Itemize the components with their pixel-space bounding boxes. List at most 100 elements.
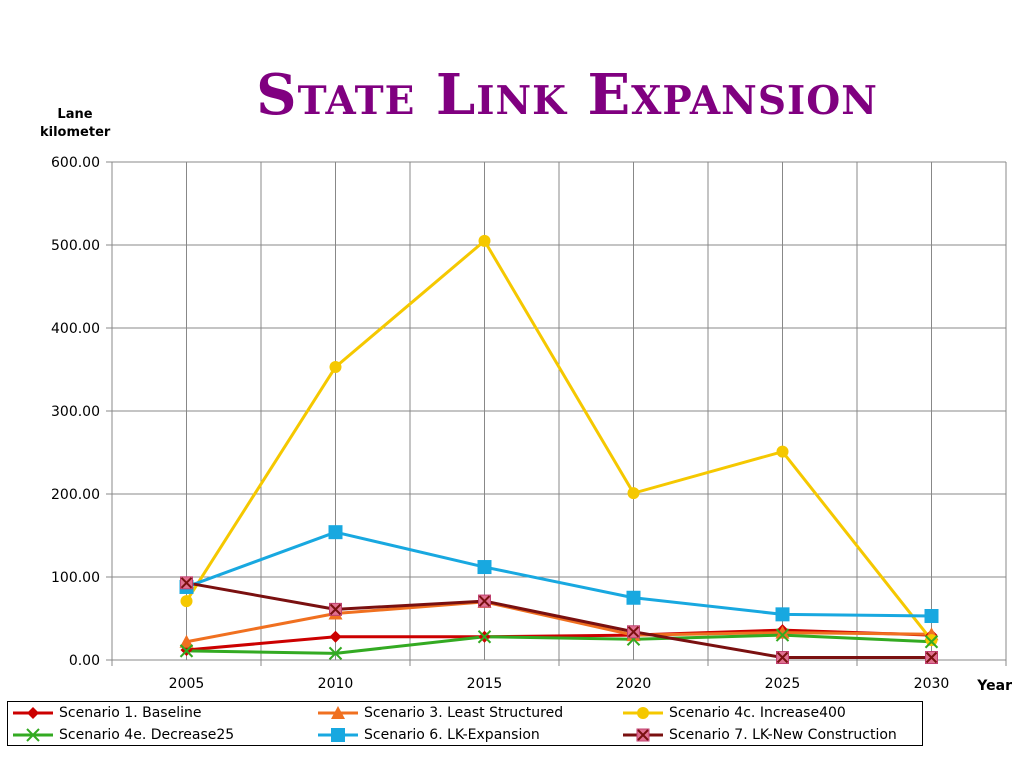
legend-swatch	[13, 728, 53, 742]
data-point	[478, 234, 491, 247]
x-tick-label: 2025	[765, 676, 801, 692]
line-chart: 0.00 100.00 200.00 300.00 400.00 500.00 600.00…	[51, 155, 1012, 694]
x-tick-label: 2005	[169, 676, 205, 692]
marker-shape	[627, 626, 640, 638]
data-point	[328, 646, 343, 661]
series-group	[179, 234, 939, 665]
x-tick-label: 2015	[467, 676, 503, 692]
y-tick-label: 300.00	[51, 404, 100, 420]
marker-shape	[329, 361, 342, 374]
y-tick-label: 0.00	[69, 653, 100, 669]
axes	[106, 161, 1007, 666]
chart-title: State Link Expansion	[256, 62, 878, 128]
y-tick-label: 600.00	[51, 155, 100, 171]
data-point	[925, 651, 938, 665]
legend-swatch	[13, 707, 53, 719]
data-point	[477, 630, 492, 644]
series-line-2	[186, 600, 932, 644]
data-point	[329, 602, 342, 616]
legend-marker	[636, 728, 650, 742]
data-point	[626, 590, 641, 605]
marker-shape	[775, 607, 790, 622]
legend-swatch	[318, 706, 358, 719]
legend-item: Scenario 6. LK-Expansion	[318, 724, 540, 746]
legend-label: Scenario 4c. Increase400	[669, 705, 846, 721]
marker-shape	[776, 651, 789, 664]
data-point	[328, 525, 343, 540]
marker-shape	[328, 646, 343, 661]
marker-shape	[27, 707, 39, 719]
series-line-5	[185, 530, 932, 618]
tick-labels: 0.00 100.00 200.00 300.00 400.00 500.00 600.00…	[51, 155, 1012, 694]
data-point	[179, 634, 194, 648]
data-point	[775, 607, 790, 622]
marker-shape	[924, 609, 939, 624]
data-point	[924, 609, 939, 624]
data-point	[775, 628, 790, 642]
legend-label: Scenario 6. LK-Expansion	[364, 727, 540, 743]
marker-shape	[924, 635, 939, 649]
x-axis-label: Year	[976, 678, 1012, 694]
legend-label: Scenario 7. LK-New Construction	[669, 727, 897, 743]
data-point	[627, 625, 640, 639]
marker-shape	[637, 729, 649, 741]
legend-item: Scenario 3. Least Structured	[318, 702, 563, 724]
legend-swatch	[623, 707, 663, 719]
data-point	[924, 635, 939, 649]
marker-shape	[925, 634, 938, 647]
marker-shape	[179, 644, 194, 658]
marker-shape	[331, 706, 345, 719]
data-point	[329, 630, 342, 643]
data-point	[776, 445, 789, 458]
marker-shape	[478, 595, 491, 607]
data-point	[627, 487, 640, 500]
y-axis-label: Lane kilometer	[40, 107, 111, 140]
data-point	[179, 644, 194, 658]
marker-shape	[775, 628, 790, 642]
data-point	[329, 361, 342, 374]
legend-marker	[331, 706, 345, 719]
legend-swatch	[318, 728, 358, 742]
data-point	[180, 576, 193, 590]
marker-shape	[328, 525, 343, 540]
x-tick-label: 2020	[616, 676, 652, 692]
legend-item: Scenario 4e. Decrease25	[13, 724, 234, 746]
legend-marker	[331, 728, 345, 742]
y-tick-label: 500.00	[51, 238, 100, 254]
legend-swatch	[623, 728, 663, 742]
legend-label: Scenario 4e. Decrease25	[59, 727, 235, 743]
legend-label: Scenario 1. Baseline	[59, 705, 202, 721]
data-point	[775, 625, 790, 639]
marker-shape	[179, 634, 194, 648]
x-tick-label: 2030	[914, 676, 950, 692]
legend: Scenario 1. Baseline Scenario 3. Least St…	[7, 701, 923, 746]
marker-shape	[26, 728, 40, 742]
series-line-3	[185, 239, 933, 642]
marker-shape	[626, 590, 641, 605]
data-point	[925, 634, 938, 647]
marker-shape	[637, 707, 649, 719]
marker-shape	[180, 577, 193, 589]
marker-shape	[627, 487, 640, 500]
legend-item: Scenario 4c. Increase400	[623, 702, 846, 724]
marker-shape	[329, 603, 342, 616]
y-tick-label: 100.00	[51, 570, 100, 586]
grid	[111, 161, 1007, 661]
legend-item: Scenario 1. Baseline	[13, 702, 201, 724]
legend-marker	[637, 707, 649, 719]
data-point	[477, 560, 492, 575]
series-line-1	[186, 628, 932, 652]
data-point	[776, 651, 789, 665]
legend-marker	[27, 707, 39, 719]
legend-item: Scenario 7. LK-New Construction	[623, 724, 897, 746]
data-point	[180, 595, 193, 608]
marker-shape	[776, 445, 789, 458]
series-line-4	[186, 633, 932, 655]
marker-shape	[477, 630, 492, 644]
x-tick-label: 2010	[318, 676, 354, 692]
marker-shape	[925, 651, 938, 664]
legend-label: Scenario 3. Least Structured	[364, 705, 564, 721]
data-point	[478, 594, 491, 608]
marker-shape	[329, 630, 342, 643]
series-line-6	[186, 581, 932, 660]
